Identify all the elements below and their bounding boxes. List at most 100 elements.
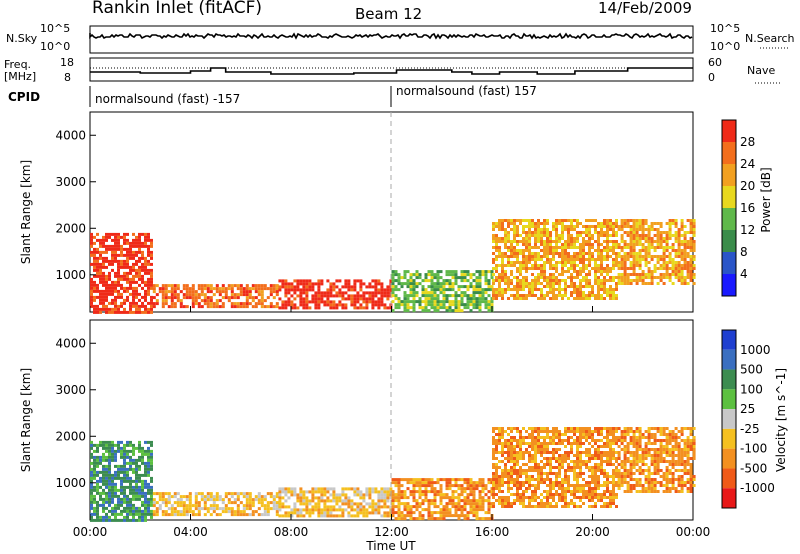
heatmap-cell	[492, 505, 495, 508]
heatmap-cell	[102, 470, 105, 474]
heatmap-cell	[272, 495, 276, 499]
heatmap-cell	[400, 490, 404, 494]
heatmap-cell	[558, 457, 561, 460]
heatmap-cell	[460, 273, 464, 277]
heatmap-cell	[454, 276, 458, 280]
heatmap-cell	[582, 442, 585, 445]
heatmap-cell	[644, 258, 648, 261]
heatmap-cell	[412, 294, 416, 298]
heatmap-cell	[513, 285, 516, 288]
heatmap-cell	[129, 301, 132, 305]
heatmap-cell	[641, 273, 645, 276]
heatmap-cell	[668, 225, 672, 228]
heatmap-cell	[495, 237, 498, 240]
heatmap-cell	[108, 515, 111, 519]
heatmap-cell	[537, 487, 540, 490]
heatmap-cell	[397, 508, 401, 512]
heatmap-cell	[680, 451, 684, 454]
heatmap-cell	[179, 510, 183, 514]
heatmap-cell	[170, 287, 174, 291]
heatmap-cell	[674, 469, 678, 472]
heatmap-cell	[641, 463, 645, 466]
heatmap-cell	[540, 427, 543, 430]
heatmap-cell	[129, 485, 132, 489]
heatmap-cell	[501, 475, 504, 478]
heatmap-cell	[591, 243, 594, 246]
heatmap-cell	[644, 448, 648, 451]
power-colorbar-swatch	[722, 164, 736, 186]
heatmap-cell	[329, 487, 333, 491]
heatmap-cell	[96, 265, 99, 269]
heatmap-cell	[448, 306, 452, 310]
heatmap-cell	[522, 436, 525, 439]
heatmap-cell	[516, 445, 519, 448]
heatmap-cell	[540, 499, 543, 502]
heatmap-cell	[641, 282, 645, 285]
heatmap-cell	[421, 291, 425, 295]
heatmap-cell	[680, 439, 684, 442]
heatmap-cell	[135, 280, 138, 284]
heatmap-cell	[564, 478, 567, 481]
heatmap-cell	[102, 238, 105, 242]
heatmap-cell	[412, 291, 416, 295]
heatmap-cell	[108, 301, 111, 305]
heatmap-cell	[585, 234, 588, 237]
heatmap-cell	[475, 514, 479, 518]
heatmap-cell	[588, 466, 591, 469]
heatmap-cell	[629, 475, 633, 478]
heatmap-cell	[129, 464, 132, 468]
heatmap-cell	[490, 303, 494, 307]
heatmap-cell	[90, 506, 93, 510]
heatmap-cell	[546, 502, 549, 505]
heatmap-cell	[501, 478, 504, 481]
heatmap-cell	[386, 514, 390, 518]
heatmap-cell	[495, 448, 498, 451]
heatmap-cell	[158, 504, 162, 508]
heatmap-cell	[129, 512, 132, 516]
heatmap-cell	[439, 282, 443, 286]
heatmap-cell	[677, 270, 681, 273]
heatmap-cell	[507, 219, 510, 222]
heatmap-cell	[549, 451, 552, 454]
heatmap-cell	[391, 288, 395, 292]
heatmap-cell	[653, 451, 657, 454]
heatmap-cell	[173, 302, 177, 306]
heatmap-cell	[341, 508, 345, 512]
heatmap-cell	[650, 273, 654, 276]
heatmap-cell	[120, 235, 123, 239]
heatmap-cell	[308, 490, 312, 494]
heatmap-cell	[93, 283, 96, 287]
heatmap-cell	[519, 252, 522, 255]
heatmap-cell	[576, 291, 579, 294]
heatmap-cell	[487, 270, 491, 274]
heatmap-cell	[582, 231, 585, 234]
heatmap-cell	[677, 273, 681, 276]
heatmap-cell	[617, 439, 621, 442]
heatmap-cell	[254, 498, 258, 502]
heatmap-cell	[460, 294, 464, 298]
heatmap-cell	[141, 295, 144, 299]
heatmap-cell	[293, 508, 297, 512]
heatmap-cell	[504, 463, 507, 466]
heatmap-cell	[359, 294, 363, 298]
heatmap-cell	[326, 511, 330, 515]
heatmap-cell	[278, 288, 282, 292]
heatmap-cell	[570, 285, 573, 288]
heatmap-cell	[674, 267, 678, 270]
heatmap-cell	[260, 293, 264, 297]
heatmap-cell	[495, 234, 498, 237]
heatmap-cell	[615, 288, 618, 291]
heatmap-cell	[132, 518, 135, 522]
heatmap-cell	[597, 427, 600, 430]
heatmap-cell	[573, 475, 576, 478]
heatmap-cell	[612, 454, 615, 457]
heatmap-cell	[472, 291, 476, 295]
heatmap-cell	[257, 284, 261, 288]
heatmap-cell	[412, 285, 416, 289]
heatmap-cell	[638, 237, 642, 240]
heatmap-cell	[200, 492, 204, 496]
heatmap-cell	[129, 307, 132, 311]
heatmap-cell	[90, 235, 93, 239]
heatmap-cell	[507, 222, 510, 225]
heatmap-cell	[299, 496, 303, 500]
